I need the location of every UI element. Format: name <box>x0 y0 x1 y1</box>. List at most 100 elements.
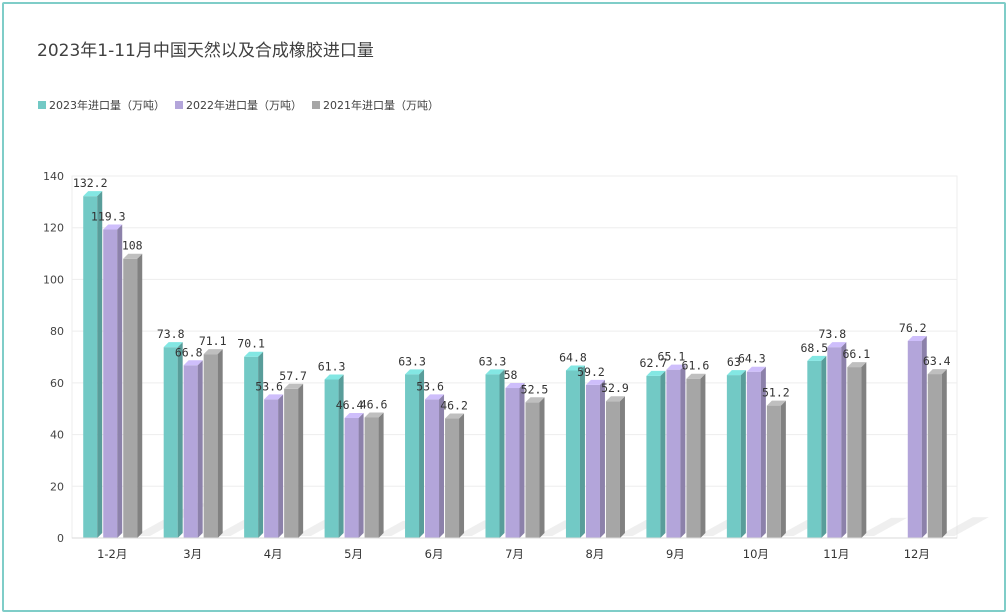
x-tick-label: 9月 <box>666 547 685 561</box>
bar[interactable] <box>344 413 364 538</box>
bar-side <box>619 396 625 538</box>
bar[interactable] <box>766 400 786 538</box>
bar[interactable] <box>807 355 827 538</box>
bar-front <box>244 356 259 538</box>
bar-front <box>324 379 339 538</box>
data-label: 73.8 <box>818 327 846 341</box>
bar[interactable] <box>324 374 344 538</box>
bar[interactable] <box>525 397 545 538</box>
bar[interactable] <box>103 224 123 538</box>
bar[interactable] <box>827 342 847 538</box>
bar-front <box>405 374 420 538</box>
bars <box>83 191 947 538</box>
bar-front <box>344 418 359 538</box>
y-tick-label: 60 <box>50 377 64 390</box>
bar-front <box>565 370 580 538</box>
x-tick-label: 8月 <box>586 547 605 561</box>
data-label: 61.6 <box>682 359 710 373</box>
bar-front <box>605 401 620 538</box>
bar[interactable] <box>163 342 183 538</box>
bar[interactable] <box>646 370 666 538</box>
legend: 2023年进口量（万吨） 2022年进口量（万吨） 2021年进口量（万吨） <box>38 97 439 113</box>
bar[interactable] <box>505 383 525 538</box>
bar-front <box>203 354 218 538</box>
data-label: 63.3 <box>398 354 426 368</box>
bar[interactable] <box>726 370 746 538</box>
bar[interactable] <box>183 360 203 538</box>
legend-item-2021[interactable]: 2021年进口量（万吨） <box>312 97 439 113</box>
bar[interactable] <box>605 396 625 538</box>
bar-side <box>378 412 384 538</box>
bar[interactable] <box>847 362 867 538</box>
bar[interactable] <box>364 412 384 538</box>
bar-front <box>907 340 922 538</box>
bar-top <box>827 342 847 348</box>
data-label: 70.1 <box>237 337 265 351</box>
y-tick-label: 140 <box>43 170 64 183</box>
bar[interactable] <box>927 369 947 538</box>
bar-front <box>807 360 822 538</box>
bar-side <box>258 351 264 538</box>
bar-top <box>344 413 364 419</box>
bar[interactable] <box>485 369 505 538</box>
bar-front <box>505 388 520 538</box>
data-label: 63 <box>727 355 741 369</box>
bar[interactable] <box>405 369 425 538</box>
bar[interactable] <box>123 253 143 538</box>
bar-front <box>646 375 661 538</box>
bar[interactable] <box>585 379 605 538</box>
data-label: 51.2 <box>762 386 790 400</box>
data-label: 64.8 <box>559 350 587 364</box>
data-label: 61.3 <box>318 359 346 373</box>
bar-top <box>746 366 766 372</box>
data-label: 63.4 <box>923 354 951 368</box>
chart-title: 2023年1-11月中国天然以及合成橡胶进口量 <box>37 41 374 61</box>
bar[interactable] <box>264 394 284 538</box>
bar-front <box>284 388 299 538</box>
bar-side <box>217 349 223 538</box>
bar[interactable] <box>907 335 927 538</box>
bar[interactable] <box>445 413 465 538</box>
bar[interactable] <box>83 191 103 538</box>
x-tick-label: 3月 <box>183 547 202 561</box>
legend-item-2022[interactable]: 2022年进口量（万吨） <box>175 97 302 113</box>
y-tick-label: 40 <box>50 429 64 442</box>
bar-front <box>123 258 138 538</box>
bar-front <box>927 374 942 538</box>
data-label: 58 <box>504 368 518 382</box>
x-tick-label: 11月 <box>823 547 849 561</box>
bar-top <box>425 394 445 400</box>
bar[interactable] <box>666 364 686 538</box>
bar-top <box>445 413 465 419</box>
x-tick-label: 4月 <box>264 547 283 561</box>
bar[interactable] <box>686 373 706 538</box>
legend-item-2023[interactable]: 2023年进口量（万吨） <box>38 97 165 113</box>
x-tick-label: 5月 <box>344 547 363 561</box>
y-tick-label: 20 <box>50 480 64 493</box>
bar-side <box>941 369 947 538</box>
bar[interactable] <box>244 351 264 538</box>
bar-front <box>103 229 118 538</box>
bar-front <box>686 378 701 538</box>
data-label: 73.8 <box>157 327 185 341</box>
bar[interactable] <box>284 383 304 538</box>
bar-side <box>197 360 203 538</box>
data-label: 62.7 <box>640 356 668 370</box>
bar-top <box>807 355 827 361</box>
legend-swatch-2023 <box>38 101 46 109</box>
bar[interactable] <box>565 365 585 538</box>
data-label: 66.8 <box>175 345 203 359</box>
bar[interactable] <box>425 394 445 538</box>
bar[interactable] <box>203 349 223 538</box>
bar-top <box>183 360 203 366</box>
bar-top <box>103 224 123 230</box>
bar-top <box>525 397 545 403</box>
bar-top <box>585 379 605 385</box>
data-label: 53.6 <box>416 379 444 393</box>
bar[interactable] <box>746 366 766 538</box>
data-label: 66.1 <box>842 347 870 361</box>
data-label: 76.2 <box>899 321 927 335</box>
bar-top <box>726 370 746 376</box>
